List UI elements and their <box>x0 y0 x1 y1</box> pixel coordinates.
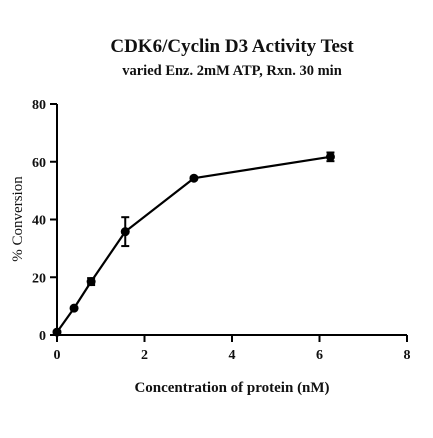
data-point <box>120 227 130 237</box>
axes: 0 20 40 60 80 0 2 4 6 8 <box>32 98 411 363</box>
chart-subtitle: varied Enz. 2mM ATP, Rxn. 30 min <box>122 63 342 79</box>
x-tick-label: 0 <box>54 348 61 363</box>
y-axis-label: % Conversion <box>10 176 26 262</box>
x-tick-label: 4 <box>229 348 236 363</box>
y-tick-label: 40 <box>32 214 46 229</box>
x-tick-label: 8 <box>404 348 411 363</box>
data-point <box>325 152 335 162</box>
x-axis-label: Concentration of protein (nM) <box>134 380 329 396</box>
x-tick-label: 2 <box>141 348 148 363</box>
y-tick-label: 60 <box>32 156 46 171</box>
series-line <box>56 155 331 333</box>
y-tick-label: 20 <box>32 271 46 286</box>
data-point <box>69 303 79 313</box>
series-layer <box>52 151 335 337</box>
x-tick-label: 6 <box>316 348 323 363</box>
data-point <box>86 277 96 287</box>
data-point <box>189 173 199 183</box>
chart-title: CDK6/Cyclin D3 Activity Test <box>110 36 354 57</box>
y-tick-label: 80 <box>32 98 46 113</box>
y-tick-label: 0 <box>39 329 46 344</box>
data-point <box>52 327 62 337</box>
